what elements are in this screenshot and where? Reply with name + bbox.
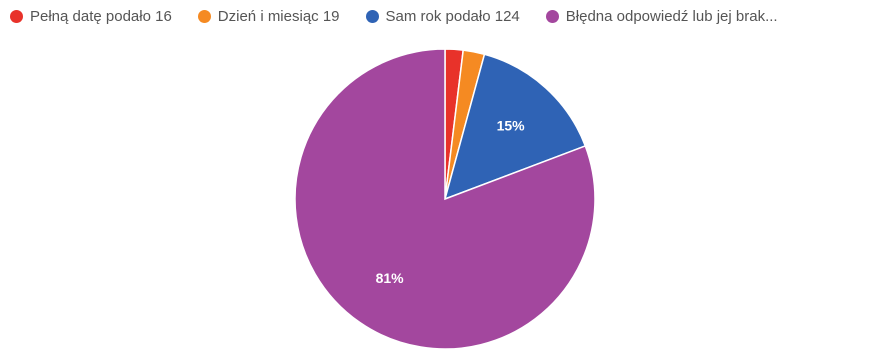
slice-label-year-only: 15% bbox=[497, 118, 526, 134]
legend-label-full-date: Pełną datę podało 16 bbox=[30, 7, 172, 25]
legend-swatch-full-date bbox=[10, 9, 23, 23]
legend-swatch-year-only bbox=[365, 9, 379, 23]
legend-item-full-date[interactable]: Pełną datę podało 16 bbox=[10, 8, 172, 25]
legend-label-year-only: Sam rok podało 124 bbox=[385, 7, 520, 25]
legend-item-wrong-or-missing[interactable]: Błędna odpowiedź lub jej brak... bbox=[545, 7, 778, 25]
pie-slice-wrong-or-missing[interactable] bbox=[294, 48, 596, 349]
legend-swatch-wrong-or-missing bbox=[545, 9, 559, 23]
legend-label-wrong-or-missing: Błędna odpowiedź lub jej brak... bbox=[565, 7, 778, 25]
legend-item-day-month[interactable]: Dzień i miesiąc 19 bbox=[197, 7, 340, 25]
legend-swatch-day-month bbox=[197, 9, 211, 23]
chart-legend: Pełną datę podało 16 Dzień i miesiąc 19 … bbox=[0, 3, 885, 29]
legend-item-year-only[interactable]: Sam rok podało 124 bbox=[365, 7, 520, 25]
slice-label-wrong-or-missing: 81% bbox=[376, 270, 405, 286]
legend-label-day-month: Dzień i miesiąc 19 bbox=[217, 7, 340, 25]
pie-slice-year-only[interactable] bbox=[443, 53, 587, 201]
